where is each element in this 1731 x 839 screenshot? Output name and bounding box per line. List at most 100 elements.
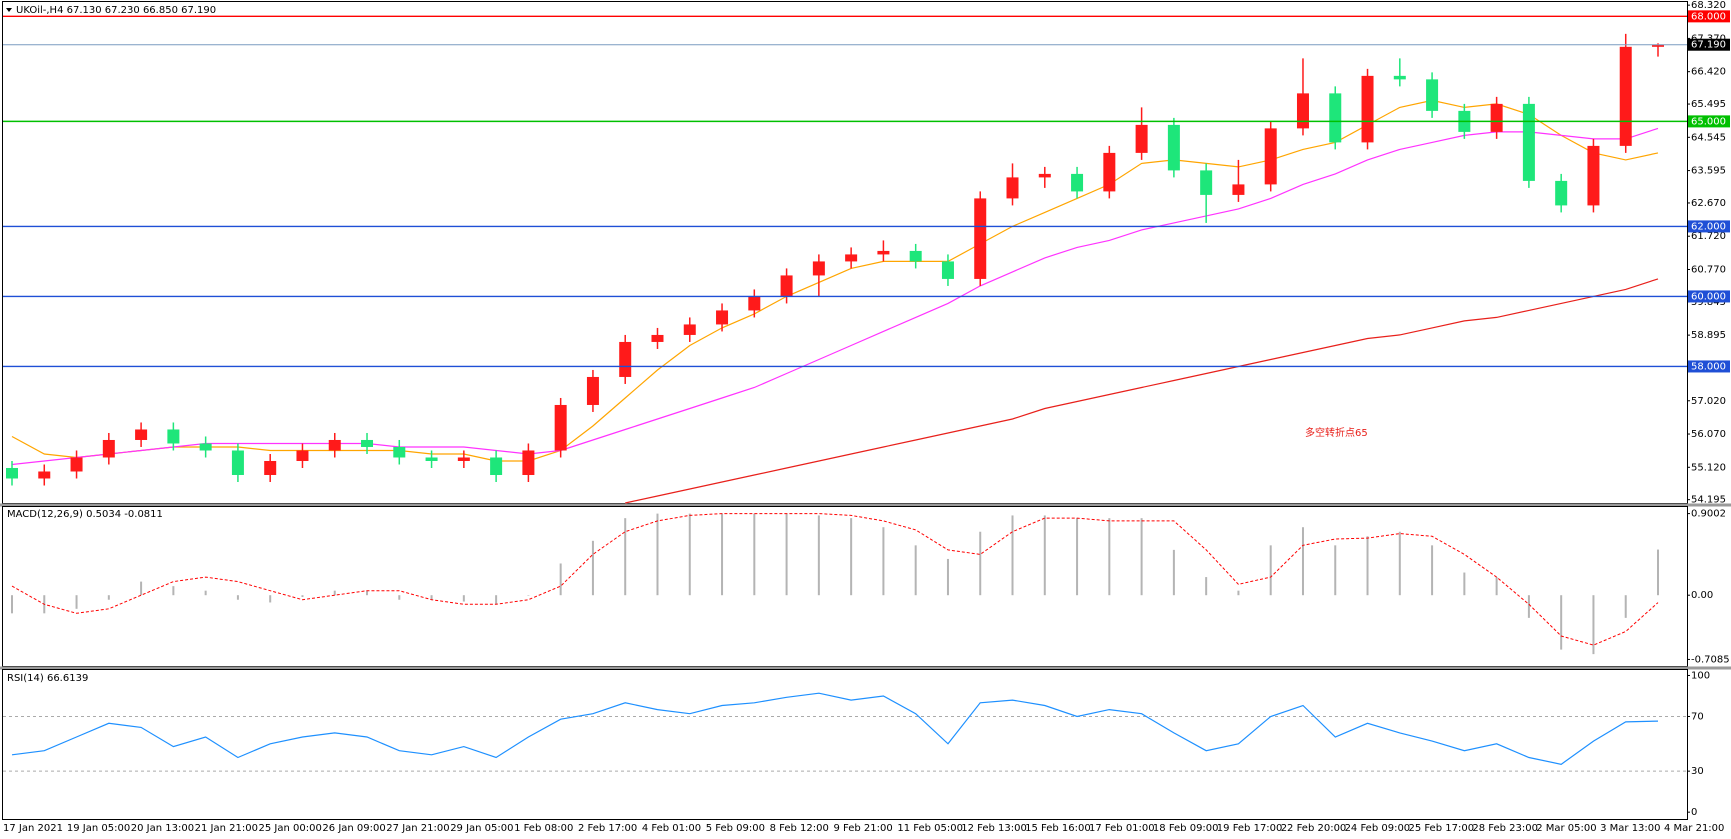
macd-bar: [1657, 549, 1659, 596]
macd-bar: [462, 595, 465, 602]
macd-title: MACD(12,26,9) 0.5034 -0.0811: [7, 509, 163, 520]
y-tick-label: 70: [1691, 711, 1704, 722]
level-label: 65.000: [1691, 116, 1726, 127]
x-tick-label: 1 Feb 08:00: [514, 823, 573, 834]
x-tick-label: 18 Feb 09:00: [1153, 823, 1219, 834]
macd-bar: [559, 563, 562, 596]
x-tick-label: 11 Feb 05:00: [897, 823, 963, 834]
x-tick-label: 15 Feb 16:00: [1025, 823, 1091, 834]
macd-bar: [882, 527, 885, 596]
y-tick-label: 61.720: [1691, 231, 1726, 242]
level-label: 62.000: [1691, 221, 1726, 232]
candle-body: [1393, 75, 1406, 80]
candle-body: [1522, 103, 1535, 181]
x-tick-label: 12 Feb 13:00: [961, 823, 1027, 834]
y-tick-label: 60.770: [1691, 264, 1726, 275]
candle-body: [974, 198, 987, 279]
candle-body: [586, 376, 599, 405]
macd-bar: [1592, 595, 1595, 655]
level-label-box: [1688, 38, 1730, 51]
x-tick-label: 27 Jan 21:00: [386, 823, 449, 834]
rsi-panel: [2, 669, 1688, 820]
candle-body: [812, 261, 825, 276]
annotation: 多空转折点65: [1305, 426, 1368, 439]
x-tick-label: 19 Feb 17:00: [1217, 823, 1283, 834]
y-tick-label: 100: [1691, 670, 1710, 681]
candle-body: [167, 429, 180, 444]
macd-bar: [1334, 545, 1337, 596]
macd-bar: [1624, 595, 1627, 618]
candle-body: [1329, 93, 1342, 143]
candle-body: [1167, 124, 1180, 171]
macd-bar: [1205, 577, 1208, 596]
x-tick-label: 2 Mar 05:00: [1536, 823, 1596, 834]
candle-body: [490, 457, 503, 475]
panel-separator: [0, 503, 1731, 507]
candle-body: [619, 341, 632, 377]
candle-body: [780, 275, 793, 297]
macd-bar: [1172, 549, 1175, 596]
macd-bar: [527, 595, 530, 596]
macd-bar: [1560, 595, 1563, 650]
macd-bar: [753, 513, 756, 596]
candle-body: [102, 439, 115, 458]
x-tick-label: 17 Feb 01:00: [1089, 823, 1155, 834]
y-tick-label: 68.320: [1691, 0, 1726, 11]
candle-body: [199, 443, 212, 451]
candle-body: [909, 250, 922, 262]
macd-bar: [1237, 590, 1240, 596]
x-tick-label: 2 Feb 17:00: [578, 823, 637, 834]
macd-bar: [591, 540, 594, 596]
candle-body: [6, 467, 18, 479]
candle-body: [1296, 93, 1309, 129]
candle-body: [328, 439, 341, 451]
candle-body: [1135, 124, 1148, 153]
rsi-title: RSI(14) 66.6139: [7, 673, 88, 684]
y-tick-label: 62.670: [1691, 198, 1726, 209]
macd-bar: [946, 558, 949, 596]
x-tick-label: 19 Jan 05:00: [67, 823, 130, 834]
candle-body: [457, 457, 470, 461]
macd-bar: [75, 595, 78, 609]
candle-body: [1490, 103, 1503, 132]
x-tick-label: 5 Feb 09:00: [706, 823, 765, 834]
y-tick-label: 63.595: [1691, 166, 1726, 177]
candle-body: [1200, 170, 1213, 195]
macd-bar: [817, 515, 820, 596]
macd-bar: [1495, 577, 1498, 596]
x-tick-label: 22 Feb 20:00: [1281, 823, 1347, 834]
macd-bar: [1463, 572, 1466, 596]
candle-body: [70, 457, 83, 472]
y-tick-label: 58.895: [1691, 330, 1726, 341]
moving-average: [625, 278, 1659, 504]
y-tick-label: -0.7085: [1691, 654, 1730, 665]
candle-body: [425, 457, 438, 461]
candle-body: [264, 460, 277, 475]
y-tick-label: 56.070: [1691, 429, 1726, 440]
candle-body: [393, 446, 406, 458]
main-title: UKOil-,H4 67.130 67.230 66.850 67.190: [16, 5, 216, 16]
macd-bar: [914, 545, 917, 596]
macd-bar: [850, 518, 853, 596]
candle-body: [135, 429, 148, 440]
candle-body: [1619, 46, 1632, 146]
macd-bar: [785, 513, 788, 596]
macd-bar: [1043, 515, 1046, 596]
macd-bar: [204, 590, 207, 596]
y-tick-label: 0.00: [1691, 590, 1713, 601]
moving-average: [11, 127, 1659, 466]
candle-body: [231, 450, 244, 475]
macd-bar: [1108, 518, 1111, 596]
macd-bar: [1431, 545, 1434, 596]
candle-body: [683, 324, 696, 335]
level-label-box: [1688, 10, 1730, 23]
macd-bar: [301, 595, 304, 598]
candle-body: [1103, 152, 1116, 192]
macd-bar: [398, 595, 401, 600]
candle-body: [1038, 173, 1051, 178]
x-tick-label: 24 Feb 09:00: [1345, 823, 1411, 834]
y-tick-label: 55.120: [1691, 462, 1726, 473]
candle-body: [38, 471, 51, 479]
x-tick-label: 29 Jan 05:00: [450, 823, 513, 834]
